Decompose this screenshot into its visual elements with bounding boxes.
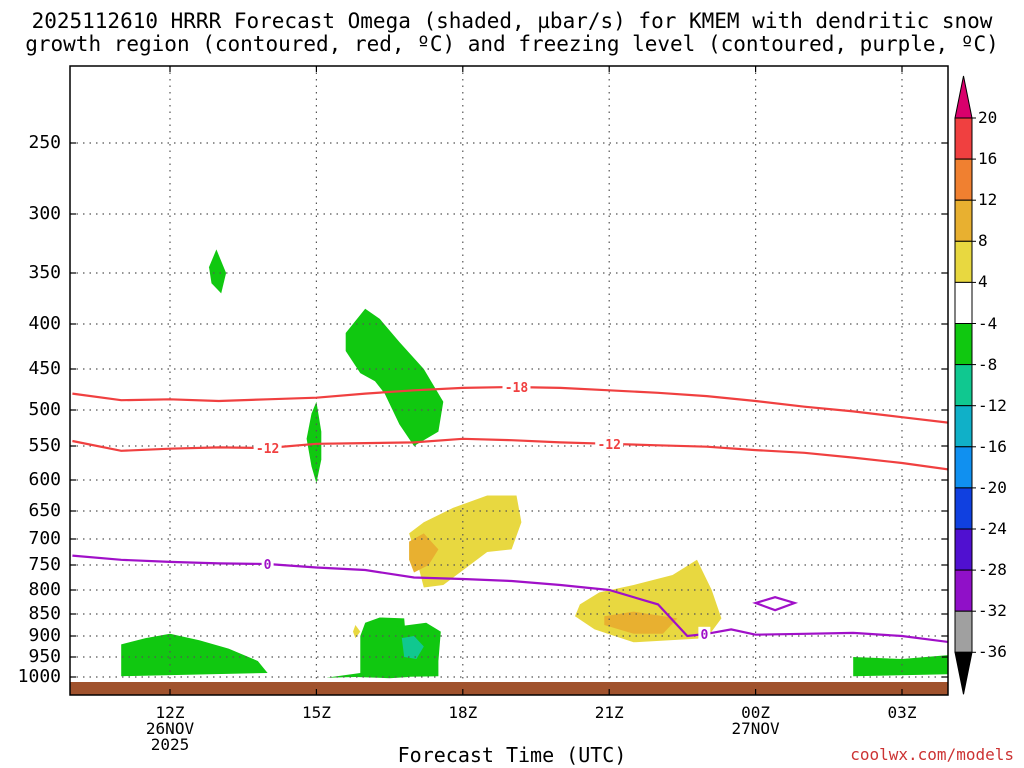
colorbar-label: 8 [978,231,988,251]
y-tick-label: 550 [28,435,61,456]
omega-region [409,533,439,573]
plot-area: -18 -12 -12 0 0 [70,66,948,695]
colorbar-segment [954,569,973,612]
contour-label-bg [502,380,531,395]
y-tick-label: 950 [28,646,61,667]
x-tick-label: 15Z [301,703,331,722]
y-tick-label: 750 [28,554,61,575]
colorbar-segment [954,446,973,489]
x-tick-label: 21Z [594,703,624,722]
colorbar-label: -20 [978,477,1007,497]
y-tick-label: 300 [28,203,61,224]
contour-label-bg [253,441,282,456]
x-tick-label: 00Z [741,703,771,722]
dgz-contour-line [72,437,948,471]
y-tick-label: 800 [28,579,61,600]
colorbar-label: -16 [978,436,1007,456]
contour-label: 0 [700,628,708,643]
x-axis-title: Forecast Time (UTC) [397,743,627,767]
colorbar-label: -28 [978,560,1007,580]
omega-region [306,401,322,484]
chart-title-line-1: 2025112610 HRRR Forecast Omega (shaded, … [31,9,993,33]
colorbar-label: 4 [978,272,988,292]
omega-region [326,617,410,679]
omega-region [853,655,948,677]
colorbar-segment [954,610,973,653]
omega-region [401,636,424,659]
plot-frame [69,65,949,696]
colorbar-segment [954,117,973,160]
x-tick-label: 12Z [155,703,185,722]
x-tick-label: 18Z [448,703,478,722]
colorbar-cap-bottom [954,651,973,695]
omega-region [353,625,361,639]
colorbar-segment [954,487,973,530]
contour-label: -18 [505,381,529,396]
colorbar-segment [954,158,973,201]
colorbar-label: 16 [978,149,998,169]
omega-region [121,633,268,677]
omega-region [409,495,522,588]
freezing-level-loop [752,596,799,612]
omega-region [209,249,227,294]
y-tick-label: 450 [28,358,61,379]
colorbar-segment [954,323,973,366]
contour-label: 0 [264,558,272,573]
y-tick-label: 900 [28,625,61,646]
colorbar-label: 12 [978,190,998,210]
colorbar-label: -8 [978,354,998,374]
y-tick-label: 850 [28,603,61,624]
colorbar-label: -32 [978,601,1007,621]
colorbar-label: -24 [978,519,1007,538]
contour-label-bg [261,556,274,571]
colorbar-label: -4 [978,313,998,333]
contour-label-bg [698,626,711,641]
freezing-level-line [72,554,948,644]
x-tick-label: 26NOV [145,719,195,738]
colorbar-segment [954,364,973,407]
omega-region [604,611,678,634]
y-tick-label: 600 [28,469,61,490]
colorbar-segment [954,528,973,571]
colorbar-segment [954,199,973,242]
y-tick-label: 400 [28,313,61,334]
y-tick-label: 1000 [17,666,61,687]
contour-label: -12 [597,438,620,453]
ground-surface [70,682,948,695]
colorbar-segment [954,240,973,283]
colorbar-label: 20 [978,108,998,127]
colorbar-segment [954,405,973,448]
y-tick-label: 500 [28,399,61,420]
x-tick-label: 03Z [887,703,917,722]
credit-link[interactable]: coolwx.com/models [850,745,1014,764]
chart-title-line-2: growth region (contoured, red, ºC) and f… [25,32,999,56]
colorbar-label: -36 [978,642,1007,662]
y-tick-label: 250 [28,132,61,153]
y-tick-label: 350 [28,262,61,283]
colorbar-label: -12 [978,395,1007,415]
contour-label: -12 [256,442,279,457]
x-tick-label: 2025 [150,735,190,754]
y-tick-label: 700 [28,528,61,549]
y-tick-label: 650 [28,500,61,521]
contour-label-bg [595,436,624,451]
omega-region [345,308,444,446]
x-tick-label: 27NOV [731,719,780,738]
colorbar-cap-top [954,75,973,119]
colorbar-segment [954,281,973,324]
